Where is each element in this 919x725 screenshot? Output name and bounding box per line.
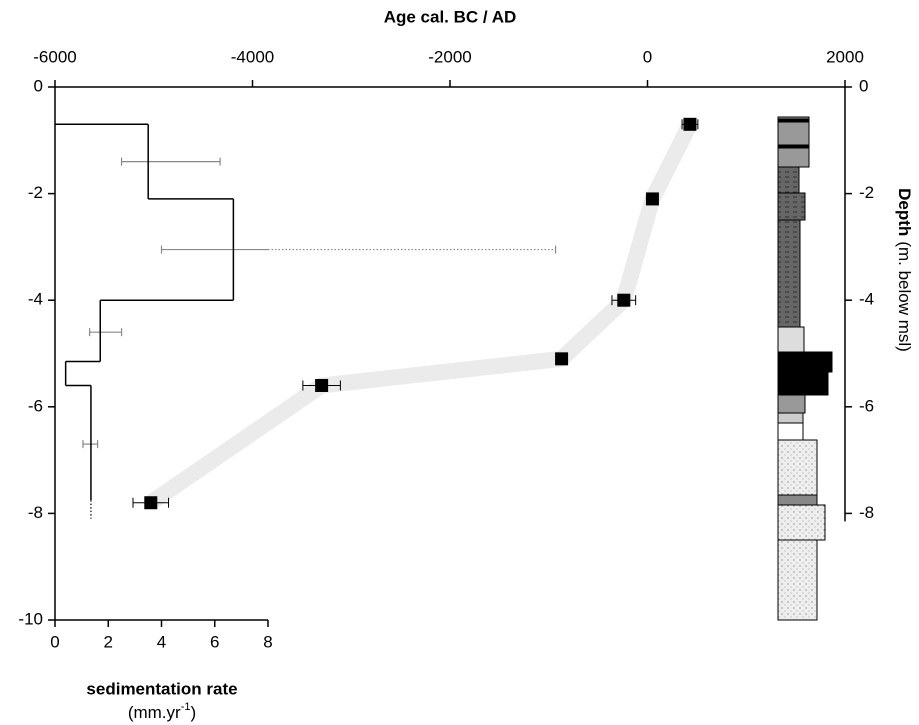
y-tick-label: -4	[28, 290, 43, 309]
y-tick-label: -10	[18, 609, 43, 628]
age-point	[555, 352, 569, 366]
age-point	[144, 496, 158, 510]
age-point	[683, 117, 697, 131]
y-tick-label: 0	[34, 76, 43, 95]
y-tick-label: -2	[28, 183, 43, 202]
x2-axis-title: sedimentation rate	[86, 679, 237, 698]
y2-title-rest: (m. below msl)	[895, 241, 914, 352]
y2-tick-label: -8	[859, 503, 874, 522]
x2-axis-unit: (mm.yr-1)	[128, 701, 196, 723]
y2-tick-label: -2	[859, 183, 874, 202]
unit-close: )	[190, 703, 196, 722]
unit-sup: -1	[181, 701, 191, 713]
x-tick-label: 0	[643, 47, 652, 66]
x2-tick-label: 4	[157, 632, 166, 651]
x-tick-label: -6000	[33, 47, 76, 66]
x2-tick-label: 0	[50, 632, 59, 651]
age-point	[617, 293, 631, 307]
y2-tick-label: 0	[859, 76, 868, 95]
age-point	[645, 192, 659, 206]
age-point	[315, 378, 329, 392]
chart-title: Age cal. BC / AD	[384, 7, 517, 26]
y-tick-label: -8	[28, 503, 43, 522]
x-tick-label: -2000	[428, 47, 471, 66]
y2-axis-title: Depth (m. below msl)	[895, 188, 914, 352]
y-tick-label: -6	[28, 396, 43, 415]
x2-tick-label: 8	[263, 632, 272, 651]
lithology-column	[777, 116, 833, 621]
y2-tick-label: -4	[859, 290, 874, 309]
unit-base: (mm.yr	[128, 703, 181, 722]
age-model-band	[146, 120, 698, 510]
x2-tick-label: 2	[104, 632, 113, 651]
x-tick-label: 2000	[826, 47, 864, 66]
x2-tick-label: 6	[210, 632, 219, 651]
y2-title-bold: Depth	[895, 188, 914, 236]
y2-tick-label: -6	[859, 396, 874, 415]
x-tick-label: -4000	[231, 47, 274, 66]
